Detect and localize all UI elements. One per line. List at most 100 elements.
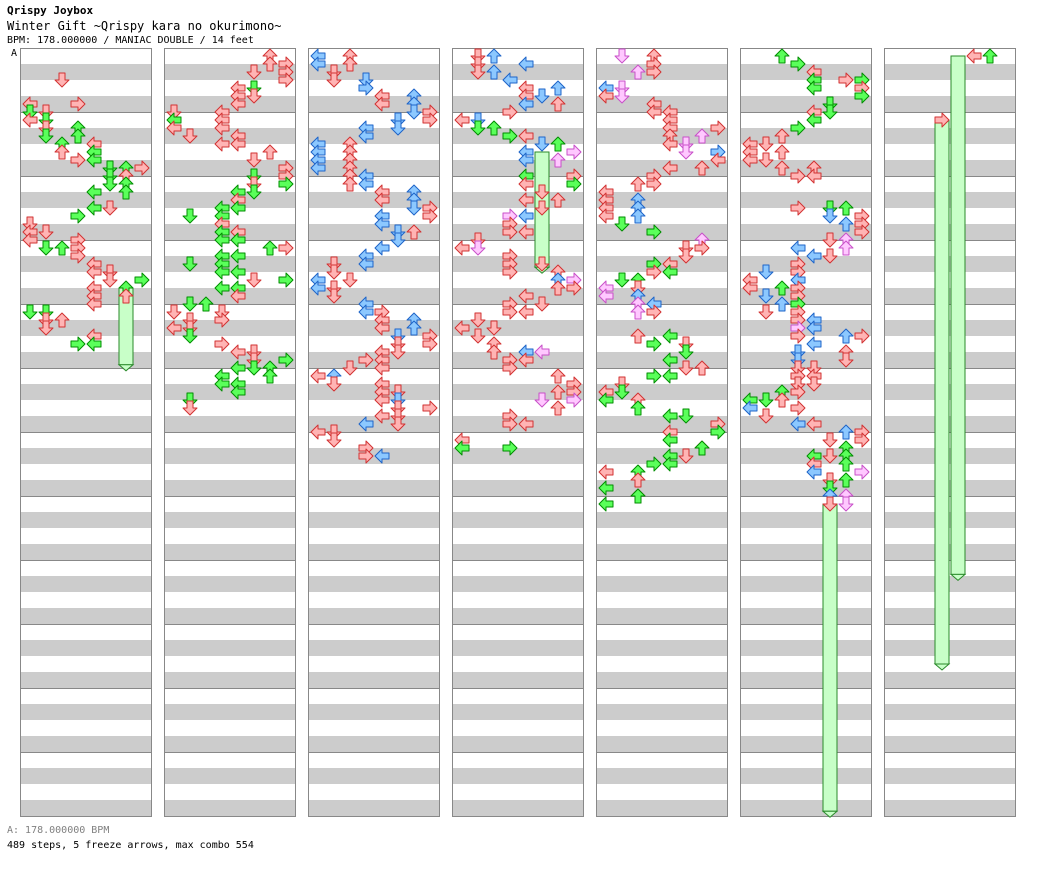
step-arrow (806, 336, 822, 352)
step-arrow (22, 216, 38, 232)
step-arrow (550, 152, 566, 168)
step-arrow (470, 312, 486, 328)
step-arrow (710, 152, 726, 168)
step-arrow (662, 368, 678, 384)
step-arrow (790, 168, 806, 184)
step-arrow (118, 184, 134, 200)
step-arrow (790, 360, 806, 376)
step-arrow (614, 216, 630, 232)
column-border (452, 48, 584, 817)
step-arrow (70, 336, 86, 352)
step-arrow (454, 112, 470, 128)
step-arrow (326, 72, 342, 88)
step-arrow (518, 176, 534, 192)
step-arrow (502, 72, 518, 88)
step-arrow (166, 304, 182, 320)
step-arrow (230, 288, 246, 304)
step-arrow (182, 400, 198, 416)
step-arrow (502, 304, 518, 320)
step-arrow (838, 352, 854, 368)
step-arrow (806, 320, 822, 336)
step-arrow (22, 112, 38, 128)
step-arrow (566, 280, 582, 296)
step-arrow (230, 344, 246, 360)
step-arrow (374, 408, 390, 424)
step-arrow (678, 448, 694, 464)
step-arrow (262, 240, 278, 256)
step-arrow (678, 344, 694, 360)
step-arrow (774, 144, 790, 160)
step-arrow (326, 376, 342, 392)
step-arrow (358, 80, 374, 96)
step-arrow (502, 264, 518, 280)
step-arrow (262, 56, 278, 72)
step-arrow (630, 64, 646, 80)
step-arrow (486, 64, 502, 80)
step-arrow (758, 264, 774, 280)
step-arrow (742, 152, 758, 168)
step-arrow (790, 56, 806, 72)
step-arrow (374, 240, 390, 256)
step-arrow (310, 424, 326, 440)
step-arrow (822, 104, 838, 120)
step-arrow (630, 488, 646, 504)
step-arrow (806, 416, 822, 432)
step-arrow (134, 272, 150, 288)
step-arrow (470, 120, 486, 136)
step-arrow (214, 304, 230, 320)
step-arrow (358, 304, 374, 320)
step-arrow (854, 432, 870, 448)
step-arrow (214, 264, 230, 280)
step-arrow (198, 296, 214, 312)
step-arrow (374, 96, 390, 112)
step-arrow (630, 304, 646, 320)
step-arrow (614, 272, 630, 288)
step-arrow (166, 120, 182, 136)
step-arrow (550, 136, 566, 152)
step-arrow (774, 280, 790, 296)
step-arrow (502, 416, 518, 432)
step-arrow (86, 152, 102, 168)
step-arrow (646, 264, 662, 280)
step-arrow (598, 88, 614, 104)
step-arrow (182, 128, 198, 144)
step-arrow (326, 264, 342, 280)
step-arrow (758, 408, 774, 424)
step-arrow (38, 240, 54, 256)
step-arrow (422, 336, 438, 352)
step-arrow (358, 416, 374, 432)
step-arrow (502, 440, 518, 456)
bpm-legend: A: 178.000000 BPM (7, 825, 110, 836)
step-arrow (406, 320, 422, 336)
step-arrow (486, 344, 502, 360)
step-arrow (598, 288, 614, 304)
step-arrow (710, 424, 726, 440)
step-arrow (774, 128, 790, 144)
step-arrow (246, 88, 262, 104)
site-title: Qrispy Joybox (7, 4, 94, 17)
step-arrow (550, 400, 566, 416)
step-arrow (678, 360, 694, 376)
step-arrow (214, 280, 230, 296)
column-border (164, 48, 296, 817)
step-arrow (550, 280, 566, 296)
step-arrow (662, 432, 678, 448)
step-arrow (230, 200, 246, 216)
step-arrow (806, 376, 822, 392)
step-arrow (246, 184, 262, 200)
step-arrow (374, 216, 390, 232)
step-arrow (70, 96, 86, 112)
step-arrow (182, 328, 198, 344)
step-arrow (758, 288, 774, 304)
step-arrow (390, 416, 406, 432)
step-arrow (518, 416, 534, 432)
step-arrow (454, 240, 470, 256)
step-arrow (374, 320, 390, 336)
step-arrow (390, 344, 406, 360)
step-arrow (630, 280, 646, 296)
step-arrow (646, 104, 662, 120)
step-arrow (630, 208, 646, 224)
step-arrow (598, 208, 614, 224)
step-arrow (598, 392, 614, 408)
